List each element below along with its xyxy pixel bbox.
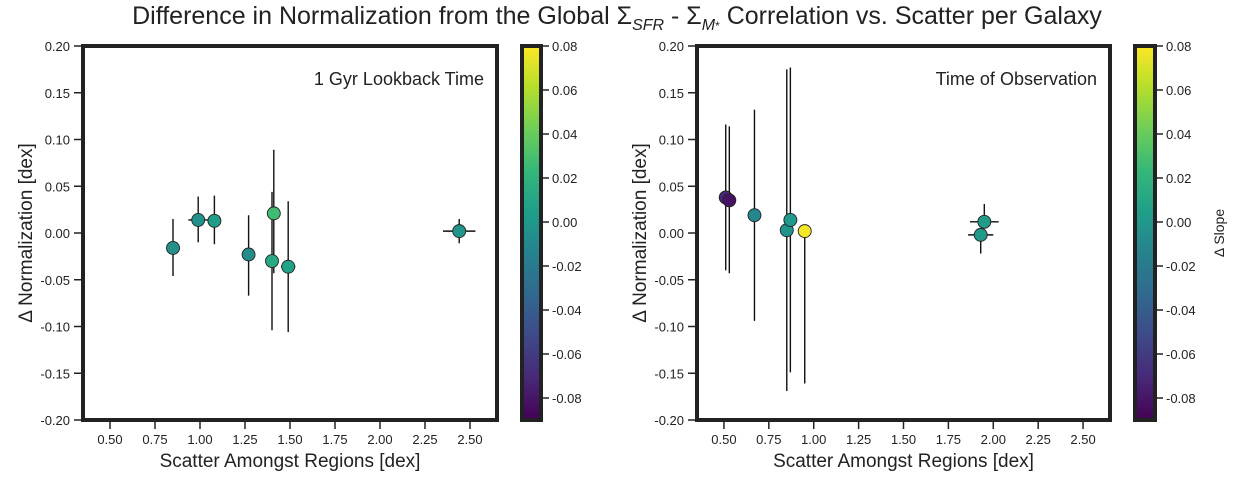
y-tick-label: 0.20 (45, 39, 70, 54)
x-tick-label: 0.75 (142, 432, 167, 447)
x-tick-label: 2.25 (412, 432, 437, 447)
y-tick-label: 0.05 (659, 179, 684, 194)
right-panel: 0.50 0.75 1.00 1.25 1.50 1.75 2.00 2.25 2.50 -0.2… (630, 39, 1227, 472)
x-tick-label: 1.25 (846, 432, 871, 447)
y-tick-label: 0.00 (45, 226, 70, 241)
y-tick-label: 0.15 (45, 86, 70, 101)
x-tick-label: 1.50 (277, 432, 302, 447)
x-tick-label: 2.50 (457, 432, 482, 447)
x-tick-label: 1.50 (891, 432, 916, 447)
data-point (241, 247, 256, 262)
colorbar-tick-label: 0.08 (552, 39, 577, 54)
colorbar-tick-label: 0.00 (1166, 215, 1191, 230)
y-tick-label: -0.05 (654, 273, 684, 288)
colorbar-tick-label: -0.04 (1166, 303, 1196, 318)
data-point (977, 214, 992, 229)
x-tick-label: 1.00 (187, 432, 212, 447)
x-tick-label: 2.25 (1026, 432, 1051, 447)
data-point (722, 193, 737, 208)
x-tick-label: 1.25 (232, 432, 257, 447)
colorbar (1133, 44, 1157, 422)
panel-annotation: 1 Gyr Lookback Time (314, 69, 484, 89)
colorbar-tick-label: 0.00 (552, 215, 577, 230)
data-point (783, 212, 798, 227)
y-tick-label: -0.20 (654, 413, 684, 428)
y-tick-label: -0.05 (40, 273, 70, 288)
colorbar-tick-label: 0.08 (1166, 39, 1191, 54)
x-tick-label: 1.75 (936, 432, 961, 447)
data-point (191, 212, 206, 227)
data-point (973, 227, 988, 242)
colorbar-tick-label: -0.06 (1166, 347, 1196, 362)
y-axis-label: Δ Normalization [dex] (16, 143, 37, 323)
y-tick-label: -0.10 (40, 320, 70, 335)
y-axis-label: Δ Normalization [dex] (630, 143, 651, 323)
y-tick-label: 0.10 (659, 133, 684, 148)
colorbar-tick-label: 0.06 (1166, 83, 1191, 98)
y-tick-label: -0.15 (654, 366, 684, 381)
x-axis-label: Scatter Amongst Regions [dex] (773, 451, 1034, 472)
colorbar-tick-label: 0.06 (552, 83, 577, 98)
colorbar-tick-label: 0.04 (552, 127, 577, 142)
colorbar-label: Δ Slope (1211, 209, 1227, 257)
left-panel: 0.50 0.75 1.00 1.25 1.50 1.75 2.00 2.25 2.50 -0.2… (16, 39, 582, 472)
colorbar-tick-label: -0.04 (552, 303, 582, 318)
y-tick-label: 0.15 (659, 86, 684, 101)
colorbar (520, 44, 543, 422)
y-tick-label: 0.05 (45, 179, 70, 194)
y-tick-label: -0.10 (654, 320, 684, 335)
data-point (281, 259, 296, 274)
colorbar-tick-label: -0.08 (552, 391, 582, 406)
x-tick-label: 0.50 (711, 432, 736, 447)
colorbar-tick-label: 0.04 (1166, 127, 1191, 142)
y-tick-label: 0.00 (659, 226, 684, 241)
x-tick-label: 2.00 (981, 432, 1006, 447)
colorbar-tick-label: -0.02 (552, 259, 582, 274)
data-point (797, 224, 812, 239)
x-tick-label: 2.00 (367, 432, 392, 447)
y-tick-label: -0.15 (40, 366, 70, 381)
x-axis-label: Scatter Amongst Regions [dex] (160, 451, 421, 472)
colorbar-tick-label: 0.02 (552, 171, 577, 186)
colorbar-tick-label: -0.02 (1166, 259, 1196, 274)
data-point (266, 206, 281, 221)
data-point (207, 213, 222, 228)
y-tick-label: 0.10 (45, 133, 70, 148)
colorbar-tick-label: 0.02 (1166, 171, 1191, 186)
x-tick-label: 1.00 (801, 432, 826, 447)
x-tick-label: 1.75 (322, 432, 347, 447)
data-point (747, 208, 762, 223)
x-tick-label: 0.50 (97, 432, 122, 447)
y-tick-label: -0.20 (40, 413, 70, 428)
plot-area-frame (81, 44, 499, 422)
x-tick-label: 0.75 (756, 432, 781, 447)
data-point (166, 241, 180, 255)
y-tick-label: 0.20 (659, 39, 684, 54)
panel-annotation: Time of Observation (936, 69, 1097, 89)
colorbar-tick-label: -0.08 (1166, 391, 1196, 406)
x-tick-label: 2.50 (1070, 432, 1095, 447)
figure-title: Difference in Normalization from the Glo… (132, 2, 1102, 34)
plot-area-frame (695, 44, 1112, 422)
colorbar-tick-label: -0.06 (552, 347, 582, 362)
data-point (452, 224, 467, 239)
data-point (265, 254, 279, 268)
